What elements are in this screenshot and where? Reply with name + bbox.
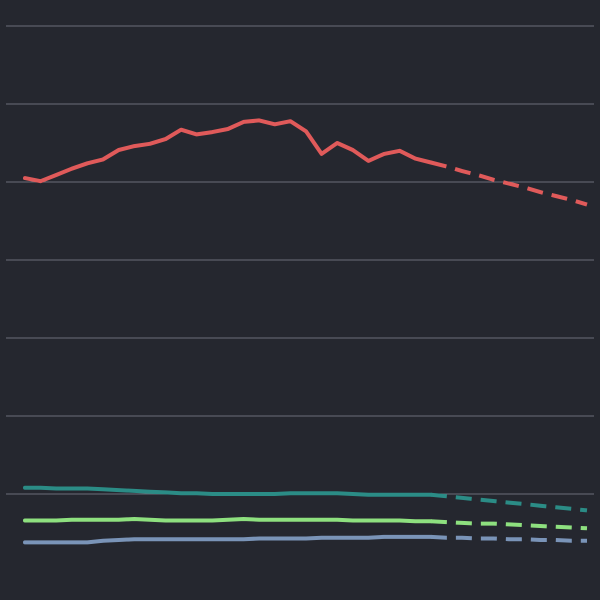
- series-red-forecast-line: [430, 160, 588, 207]
- series-blue: [23, 534, 587, 545]
- series-green-forecast-line: [430, 519, 588, 531]
- series-teal: [23, 485, 588, 513]
- series-red: [23, 118, 588, 207]
- grid-lines: [6, 25, 594, 495]
- series-green-actual-line: [23, 517, 433, 524]
- series-blue-actual-line: [23, 534, 433, 545]
- series-blue-forecast-line: [430, 534, 587, 543]
- series-red-actual-line: [23, 118, 433, 184]
- series-teal-forecast-line: [430, 492, 588, 513]
- series-layer: [23, 118, 588, 545]
- series-green: [23, 517, 588, 531]
- series-teal-actual-line: [23, 485, 433, 497]
